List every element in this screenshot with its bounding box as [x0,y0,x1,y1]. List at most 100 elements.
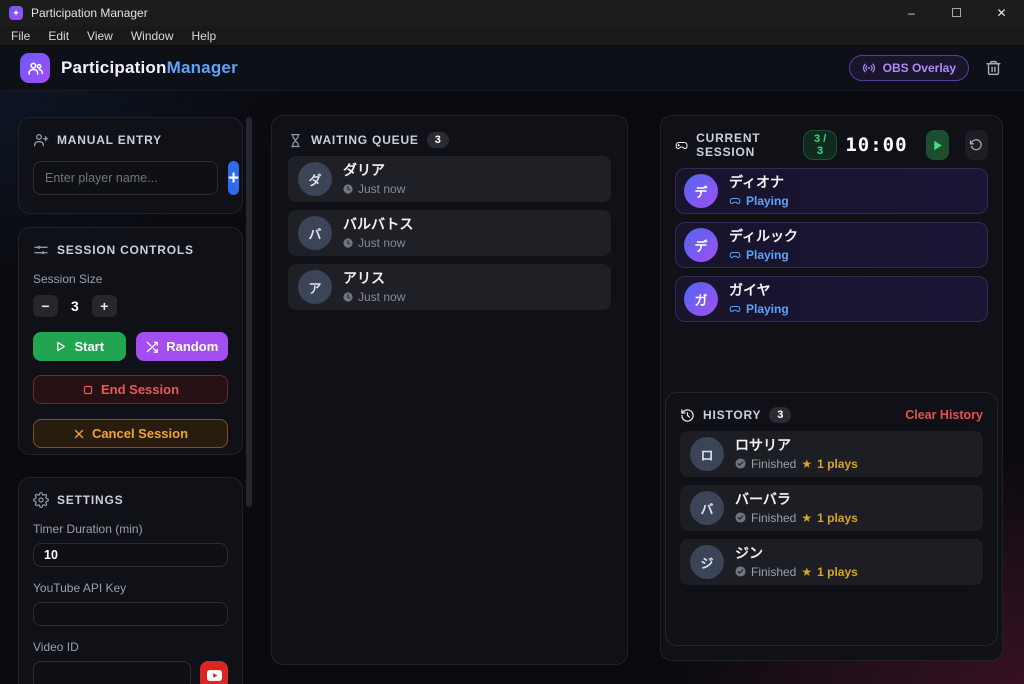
app-logo [20,53,50,83]
queue-item[interactable]: ダ ダリア Just now [288,156,611,202]
gamepad-small-icon [729,251,741,258]
youtube-connect-button[interactable] [200,661,228,684]
obs-overlay-button[interactable]: OBS Overlay [848,55,969,81]
video-id-input[interactable] [33,661,191,684]
session-player[interactable]: デ ディルック Playing [675,222,988,268]
history-status: Finished [751,564,797,579]
delete-all-button[interactable] [983,57,1004,79]
avatar: デ [684,228,718,262]
sliders-icon [34,245,48,255]
manual-entry-card: MANUAL ENTRY + [18,117,243,214]
current-session-panel: CURRENT SESSION 3 / 3 10:00 デ ディオナ Playi… [660,115,1003,661]
window-controls: – ☐ ✕ [889,0,1024,26]
add-player-button[interactable]: + [228,161,240,195]
close-button[interactable]: ✕ [996,6,1007,20]
check-circle-icon [735,512,746,523]
session-player[interactable]: ガ ガイヤ Playing [675,276,988,322]
waiting-queue-title: WAITING QUEUE [311,133,419,147]
session-player[interactable]: デ ディオナ Playing [675,168,988,214]
end-session-label: End Session [100,382,180,397]
maximize-button[interactable]: ☐ [951,6,962,20]
timer-reset-button[interactable] [964,130,989,160]
history-item[interactable]: ロ ロサリア Finished ★ 1 plays [680,431,983,477]
window-title: Participation Manager [31,6,148,20]
session-size-value: 3 [71,298,79,314]
avatar: ジ [690,545,724,579]
random-fill-button[interactable]: Random [135,332,228,361]
history-panel: HISTORY 3 Clear History ロ ロサリア Finished … [665,392,998,646]
api-key-label: YouTube API Key [33,581,127,595]
session-count-badge: 3 / 3 [802,130,838,160]
cancel-session-button[interactable]: Cancel Session [33,419,228,448]
history-item[interactable]: バ バーバラ Finished ★ 1 plays [680,485,983,531]
user-plus-icon [34,134,49,147]
end-session-button[interactable]: End Session [33,375,228,404]
broadcast-icon [862,63,875,73]
check-circle-icon [735,458,746,469]
gamepad-small-icon [729,197,741,204]
manual-entry-title: MANUAL ENTRY [57,133,162,147]
session-player-name: ディオナ [729,174,785,191]
avatar: ガ [684,282,718,316]
size-increment-button[interactable]: + [91,295,117,317]
history-plays: 1 plays [817,510,858,525]
history-player-name: ロサリア [735,437,791,454]
settings-title: SETTINGS [57,493,124,507]
check-circle-icon [735,566,746,577]
video-id-label: Video ID [33,640,79,654]
history-player-name: バーバラ [735,491,791,508]
clear-history-button[interactable]: Clear History [905,408,983,422]
player-status: Playing [746,247,789,262]
menu-view[interactable]: View [87,28,113,43]
queue-item[interactable]: ア アリス Just now [288,264,611,310]
users-icon [27,62,43,75]
start-label: Start [74,339,105,354]
queue-player-name: ダリア [343,162,385,179]
rotate-ccw-icon [970,139,983,151]
session-controls-title: SESSION CONTROLS [57,243,194,257]
avatar: ア [298,270,332,304]
session-size-stepper: − 3 + [33,295,228,317]
minimize-button[interactable]: – [908,6,915,20]
shuffle-icon [146,341,159,353]
brand-primary: Participation [61,58,167,77]
gamepad-small-icon [729,305,741,312]
session-size-label: Session Size [33,272,103,286]
trash-icon [986,60,1001,76]
api-key-input[interactable] [33,602,228,626]
history-plays: 1 plays [817,456,858,471]
queue-player-name: アリス [343,270,385,287]
menu-file[interactable]: File [11,28,31,43]
timer-start-button[interactable] [925,130,949,160]
session-controls-card: SESSION CONTROLS Session Size − 3 + Star… [18,227,243,455]
queue-time: Just now [358,181,406,196]
star-icon: ★ [801,510,813,525]
stop-icon [83,385,93,394]
avatar: バ [690,491,724,525]
brand-secondary: Manager [166,58,238,77]
player-name-input[interactable] [33,161,218,195]
session-player-name: ディルック [729,228,799,245]
history-plays: 1 plays [817,564,858,579]
history-item[interactable]: ジ ジン Finished ★ 1 plays [680,539,983,585]
session-player-name: ガイヤ [729,282,771,299]
start-session-button[interactable]: Start [33,332,126,361]
size-decrement-button[interactable]: − [33,295,58,317]
history-player-name: ジン [735,545,763,562]
window-titlebar: ✦ Participation Manager – ☐ ✕ [0,0,1024,26]
obs-overlay-label: OBS Overlay [882,61,956,75]
current-session-title: CURRENT SESSION [696,131,761,159]
timer-duration-input[interactable] [33,543,228,567]
session-timer: 10:00 [845,134,908,156]
hourglass-icon [291,133,300,147]
gamepad-icon [675,141,688,149]
queue-count-badge: 3 [426,132,449,148]
settings-card: SETTINGS Timer Duration (min) YouTube AP… [18,477,243,684]
menu-edit[interactable]: Edit [48,28,70,43]
app-icon: ✦ [9,6,23,20]
menu-window[interactable]: Window [130,28,174,43]
play-outline-icon [57,341,66,352]
queue-item[interactable]: バ バルバトス Just now [288,210,611,256]
sidebar-scrollbar[interactable] [246,117,252,507]
menu-help[interactable]: Help [191,28,217,43]
